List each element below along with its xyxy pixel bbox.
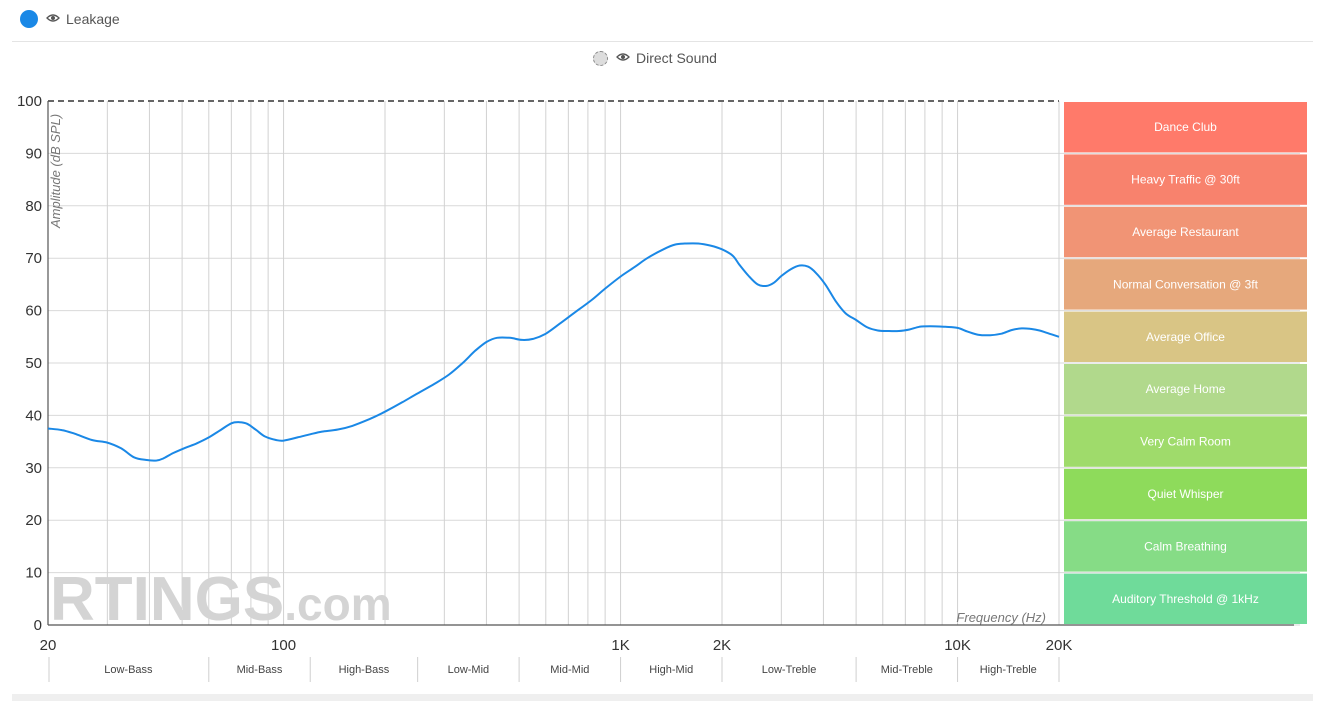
- noise-zone-label: Calm Breathing: [1144, 539, 1227, 553]
- direct-sound-color-dot[interactable]: [593, 50, 608, 66]
- y-tick-label: 90: [25, 145, 42, 162]
- x-tick-label: 2K: [713, 637, 731, 654]
- x-tick-label: 10K: [944, 637, 971, 654]
- noise-zone-label: Auditory Threshold @ 1kHz: [1112, 592, 1259, 606]
- y-tick-label: 100: [17, 93, 42, 110]
- noise-zone: [1064, 311, 1307, 362]
- frequency-band-label: High-Treble: [980, 664, 1037, 676]
- noise-zone: [1064, 102, 1307, 153]
- frequency-band-label: Mid-Mid: [550, 664, 589, 676]
- y-tick-label: 70: [25, 250, 42, 267]
- rtings-watermark: RTINGS.com: [50, 565, 392, 634]
- noise-zone-label: Average Restaurant: [1132, 225, 1239, 239]
- frequency-band-label: Mid-Bass: [237, 664, 283, 676]
- leakage-color-dot[interactable]: [20, 10, 38, 28]
- frequency-band-label: Mid-Treble: [881, 664, 933, 676]
- y-tick-label: 0: [34, 617, 42, 634]
- y-tick-label: 80: [25, 198, 42, 215]
- noise-zone: [1064, 468, 1307, 520]
- frequency-band-label: Low-Bass: [104, 664, 153, 676]
- x-tick-label: 20K: [1046, 637, 1073, 654]
- y-tick-label: 50: [25, 355, 42, 372]
- y-tick-label: 60: [25, 303, 42, 320]
- noise-zone-label: Quiet Whisper: [1147, 487, 1223, 501]
- bottom-scroll-strip: [12, 694, 1313, 701]
- noise-zone-label: Dance Club: [1154, 120, 1217, 134]
- noise-zone: [1064, 154, 1307, 205]
- frequency-band-label: High-Mid: [649, 664, 693, 676]
- noise-zone: [1064, 364, 1307, 415]
- legend-divider: [12, 41, 1313, 42]
- noise-zone-label: Average Office: [1146, 330, 1225, 344]
- noise-zone: [1064, 416, 1307, 467]
- noise-zone-label: Heavy Traffic @ 30ft: [1131, 173, 1240, 187]
- legend-direct-sound-label: Direct Sound: [636, 50, 717, 66]
- x-tick-label: 1K: [611, 637, 629, 654]
- y-axis-label: Amplitude (dB SPL): [48, 114, 63, 229]
- eye-icon[interactable]: [46, 10, 60, 28]
- x-axis-label: Frequency (Hz): [956, 610, 1046, 625]
- noise-zone: [1064, 259, 1307, 310]
- legend-direct-sound[interactable]: Direct Sound: [593, 48, 717, 68]
- legend-leakage[interactable]: Leakage: [20, 8, 120, 30]
- y-tick-label: 30: [25, 460, 42, 477]
- y-tick-label: 40: [25, 407, 42, 424]
- x-tick-label: 20: [40, 637, 57, 654]
- noise-zone: [1064, 206, 1307, 258]
- noise-zone-label: Average Home: [1146, 382, 1226, 396]
- y-tick-label: 20: [25, 512, 42, 529]
- noise-zone: [1064, 521, 1307, 572]
- frequency-band-label: High-Bass: [339, 664, 390, 676]
- y-tick-label: 10: [25, 565, 42, 582]
- x-tick-label: 100: [271, 637, 296, 654]
- leakage-series-line: [47, 242, 1060, 462]
- eye-icon[interactable]: [616, 49, 630, 67]
- frequency-band-label: Low-Treble: [762, 664, 817, 676]
- noise-zone: [1064, 573, 1307, 624]
- legend-leakage-label: Leakage: [66, 11, 120, 27]
- noise-zone-label: Normal Conversation @ 3ft: [1113, 277, 1259, 291]
- noise-zone-label: Very Calm Room: [1140, 435, 1231, 449]
- frequency-band-label: Low-Mid: [448, 664, 490, 676]
